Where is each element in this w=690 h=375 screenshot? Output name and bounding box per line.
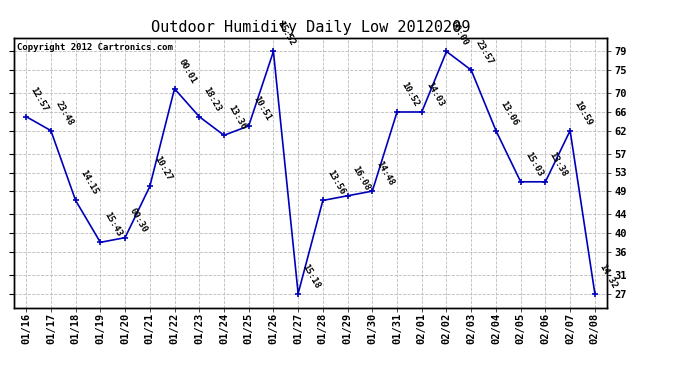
Text: 10:51: 10:51: [251, 94, 273, 122]
Text: 23:57: 23:57: [474, 39, 495, 66]
Text: Copyright 2012 Cartronics.com: Copyright 2012 Cartronics.com: [17, 43, 172, 52]
Text: 14:03: 14:03: [424, 81, 446, 108]
Text: 15:43: 15:43: [103, 211, 124, 238]
Text: 13:06: 13:06: [498, 99, 520, 127]
Text: 13:38: 13:38: [548, 150, 569, 178]
Text: 15:03: 15:03: [523, 150, 544, 178]
Text: 14:48: 14:48: [375, 160, 396, 188]
Text: 12:57: 12:57: [29, 85, 50, 113]
Text: 23:48: 23:48: [53, 99, 75, 127]
Text: 00:00: 00:00: [449, 20, 470, 48]
Text: 15:52: 15:52: [276, 20, 297, 48]
Text: 16:08: 16:08: [350, 164, 371, 192]
Text: 18:23: 18:23: [201, 85, 223, 113]
Title: Outdoor Humidity Daily Low 20120209: Outdoor Humidity Daily Low 20120209: [151, 20, 470, 35]
Text: 19:59: 19:59: [573, 99, 594, 127]
Text: 13:36: 13:36: [226, 104, 248, 132]
Text: 14:15: 14:15: [78, 169, 99, 197]
Text: 10:52: 10:52: [400, 81, 421, 108]
Text: 13:56: 13:56: [326, 169, 346, 197]
Text: 00:30: 00:30: [128, 206, 149, 234]
Text: 14:32: 14:32: [598, 262, 618, 290]
Text: 15:18: 15:18: [301, 262, 322, 290]
Text: 10:27: 10:27: [152, 155, 173, 183]
Text: 00:01: 00:01: [177, 57, 198, 85]
